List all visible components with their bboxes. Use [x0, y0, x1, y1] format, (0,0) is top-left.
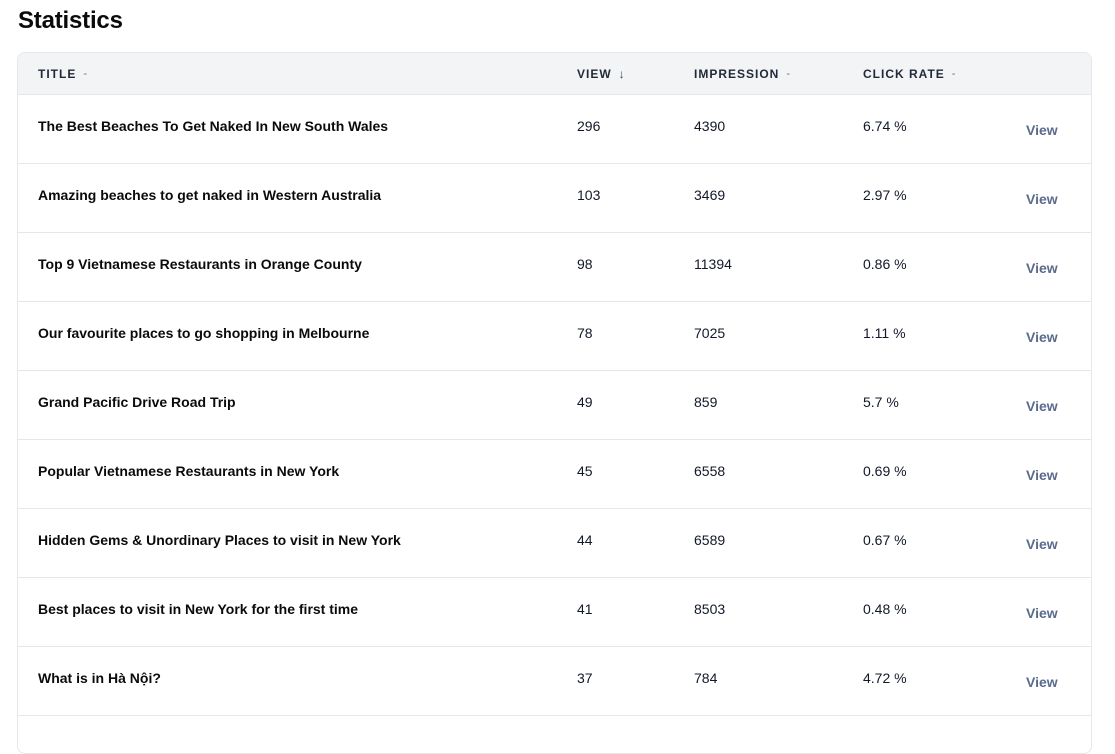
row-title: The Best Beaches To Get Naked In New Sou… — [38, 118, 389, 134]
row-impression-count: 11394 — [694, 256, 732, 272]
view-link[interactable]: View — [1026, 605, 1058, 621]
row-view-count: 41 — [577, 601, 593, 617]
view-link[interactable]: View — [1026, 674, 1058, 690]
column-header-click-rate-label: CLICK RATE — [863, 66, 945, 81]
row-view-count: 49 — [577, 394, 593, 410]
row-impression-count: 859 — [694, 394, 718, 410]
table-header: TITLE - VIEW ↓ IMPRESSION - CLICK RATE - — [18, 53, 1091, 95]
row-title: Our favourite places to go shopping in M… — [38, 325, 370, 341]
view-link[interactable]: View — [1026, 329, 1058, 345]
table-body: The Best Beaches To Get Naked In New Sou… — [18, 95, 1091, 716]
row-click-rate: 6.74 % — [863, 118, 907, 134]
table-row: Best places to visit in New York for the… — [18, 578, 1091, 647]
row-click-rate: 5.7 % — [863, 394, 899, 410]
row-view-count: 98 — [577, 256, 593, 272]
row-impression-count: 8503 — [694, 601, 726, 617]
row-title: Amazing beaches to get naked in Western … — [38, 187, 382, 203]
column-header-click-rate[interactable]: CLICK RATE - — [863, 53, 955, 94]
view-link[interactable]: View — [1026, 122, 1058, 138]
row-title: Best places to visit in New York for the… — [38, 601, 359, 617]
row-title: What is in Hà Nội? — [38, 670, 161, 686]
row-impression-count: 6558 — [694, 463, 726, 479]
statistics-table: TITLE - VIEW ↓ IMPRESSION - CLICK RATE -… — [17, 52, 1092, 754]
sort-none-icon: - — [83, 67, 87, 80]
column-header-title[interactable]: TITLE - — [38, 53, 87, 94]
row-view-count: 296 — [577, 118, 601, 134]
table-row: What is in Hà Nội? 37 784 4.72 % View — [18, 647, 1091, 716]
row-view-count: 45 — [577, 463, 593, 479]
sort-none-icon: - — [786, 67, 791, 80]
row-title: Top 9 Vietnamese Restaurants in Orange C… — [38, 256, 362, 272]
row-impression-count: 7025 — [694, 325, 726, 341]
table-row: Our favourite places to go shopping in M… — [18, 302, 1091, 371]
row-view-count: 37 — [577, 670, 593, 686]
row-title: Grand Pacific Drive Road Trip — [38, 394, 236, 410]
view-link[interactable]: View — [1026, 536, 1058, 552]
row-impression-count: 4390 — [694, 118, 726, 134]
table-row: Top 9 Vietnamese Restaurants in Orange C… — [18, 233, 1091, 302]
row-click-rate: 0.69 % — [863, 463, 907, 479]
table-row: Popular Vietnamese Restaurants in New Yo… — [18, 440, 1091, 509]
column-header-view-label: VIEW — [577, 66, 612, 81]
table-row: The Best Beaches To Get Naked In New Sou… — [18, 95, 1091, 164]
row-view-count: 103 — [577, 187, 601, 203]
row-click-rate: 2.97 % — [863, 187, 907, 203]
column-header-impression[interactable]: IMPRESSION - — [694, 53, 790, 94]
table-row: Grand Pacific Drive Road Trip 49 859 5.7… — [18, 371, 1091, 440]
view-link[interactable]: View — [1026, 398, 1058, 414]
row-click-rate: 0.48 % — [863, 601, 907, 617]
row-click-rate: 0.86 % — [863, 256, 907, 272]
row-impression-count: 3469 — [694, 187, 726, 203]
row-title: Hidden Gems & Unordinary Places to visit… — [38, 532, 401, 548]
sort-none-icon: - — [951, 67, 956, 80]
page-title: Statistics — [18, 7, 123, 34]
sort-descending-icon: ↓ — [618, 66, 625, 81]
column-header-title-label: TITLE — [38, 66, 77, 81]
table-row: Amazing beaches to get naked in Western … — [18, 164, 1091, 233]
column-header-impression-label: IMPRESSION — [694, 66, 780, 81]
column-header-view[interactable]: VIEW ↓ — [577, 53, 625, 94]
row-click-rate: 1.11 % — [863, 325, 906, 341]
row-impression-count: 6589 — [694, 532, 726, 548]
view-link[interactable]: View — [1026, 467, 1058, 483]
row-click-rate: 0.67 % — [863, 532, 907, 548]
view-link[interactable]: View — [1026, 260, 1058, 276]
row-click-rate: 4.72 % — [863, 670, 907, 686]
row-impression-count: 784 — [694, 670, 718, 686]
row-view-count: 44 — [577, 532, 593, 548]
table-row: Hidden Gems & Unordinary Places to visit… — [18, 509, 1091, 578]
row-view-count: 78 — [577, 325, 593, 341]
row-title: Popular Vietnamese Restaurants in New Yo… — [38, 463, 340, 479]
view-link[interactable]: View — [1026, 191, 1058, 207]
